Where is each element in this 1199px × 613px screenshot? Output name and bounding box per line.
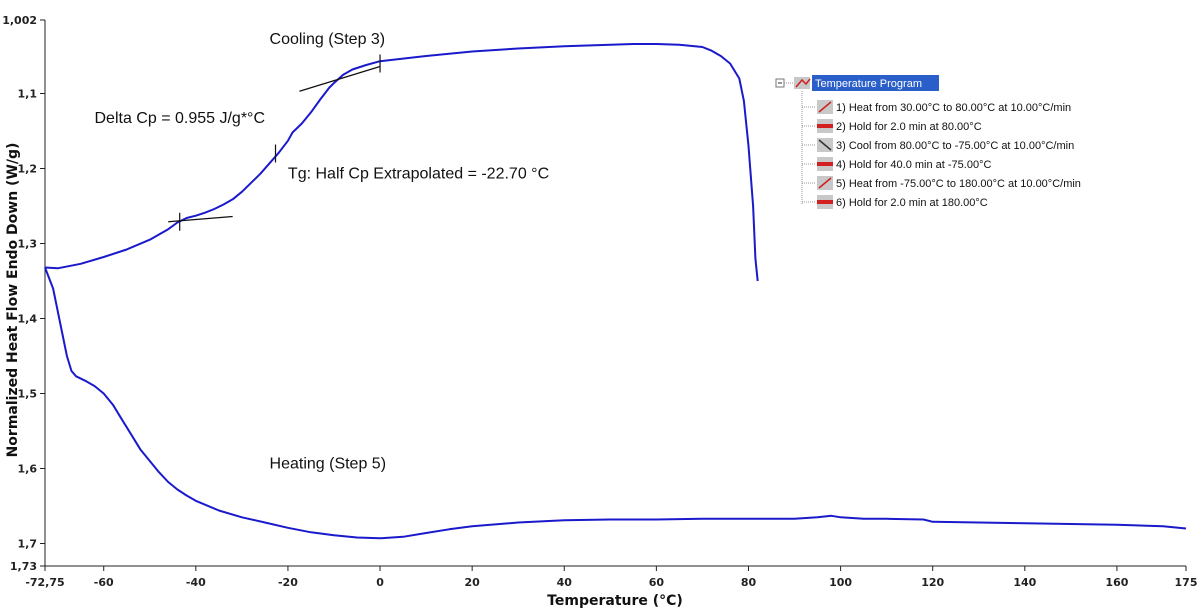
y-tick-label: 1,4: [18, 313, 38, 326]
hold-icon: [817, 162, 833, 166]
y-tick-label: 1,3: [18, 238, 38, 251]
x-tick-label: 0: [376, 576, 384, 589]
x-tick-label: -40: [186, 576, 206, 589]
hold-icon: [817, 200, 833, 204]
y-axis-title: Normalized Heat Flow Endo Down (W/g): [5, 143, 21, 458]
x-tick-label: -60: [94, 576, 114, 589]
x-tick-label: 175: [1175, 576, 1198, 589]
y-tick-label: 1,1: [18, 88, 38, 101]
series-line-cooling: [44, 43, 759, 282]
x-axis-title: Temperature (°C): [547, 593, 683, 609]
x-tick-label: 40: [557, 576, 573, 589]
x-tick-label: -72,75: [25, 576, 64, 589]
annotation-layer: Cooling (Step 3) Delta Cp = 0.955 J/g*°C T…: [95, 31, 550, 473]
x-tick-label: 20: [464, 576, 480, 589]
annotation-label: Cooling (Step 3): [270, 31, 386, 48]
tangent-line: [299, 65, 381, 92]
temperature-program-tree: Temperature Program 1) Heat from 30.00°C…: [775, 75, 1081, 209]
series-line-heating: [44, 267, 1187, 540]
y-tick-label: 1,6: [18, 463, 38, 476]
program-root-icon: [795, 78, 811, 88]
axes: [44, 20, 1186, 567]
y-tick-label: 1,5: [18, 388, 38, 401]
tree-root-highlight[interactable]: [812, 75, 939, 91]
x-tick-label: 120: [921, 576, 944, 589]
y-tick-label: 1,73: [10, 560, 37, 573]
tangent-layer: [168, 65, 381, 223]
annotation-label: Heating (Step 5): [270, 456, 387, 473]
tree-steps: 1) Heat from 30.00°C to 80.00°C at 10.00…: [802, 100, 1081, 209]
annotation-label: Delta Cp = 0.955 J/g*°C: [95, 110, 266, 127]
ramp-up-icon: [818, 177, 832, 189]
y-tick-label: 1,2: [18, 163, 38, 176]
program-step-label[interactable]: 6) Hold for 2.0 min at 180.00°C: [836, 197, 988, 209]
x-tick-label: 160: [1105, 576, 1128, 589]
annotation-label: Tg: Half Cp Extrapolated = -22.70 °C: [288, 165, 549, 182]
tree-root-icon-bg: [794, 77, 810, 89]
ramp-down-icon: [818, 139, 832, 151]
y-ticks: 1,002 1,1 1,2 1,3 1,4 1,5 1,6 1,7 1,73: [2, 14, 45, 573]
x-ticks: -72,75 -60 -40 -20 0 20 40 60 80 100 120 140 160 175: [25, 566, 1197, 589]
program-step-label[interactable]: 5) Heat from -75.00°C to 180.00°C at 10.…: [836, 178, 1081, 190]
program-step-label[interactable]: 2) Hold for 2.0 min at 80.00°C: [836, 121, 982, 133]
x-tick-label: 140: [1013, 576, 1036, 589]
x-tick-label: 60: [649, 576, 665, 589]
marker-layer: [179, 54, 381, 231]
x-tick-label: 80: [741, 576, 757, 589]
y-tick-label: 1,7: [18, 538, 38, 551]
program-step-label[interactable]: 3) Cool from 80.00°C to -75.00°C at 10.0…: [836, 140, 1074, 152]
tree-root-label[interactable]: Temperature Program: [815, 78, 922, 90]
ramp-up-icon: [818, 101, 832, 113]
x-tick-label: -20: [278, 576, 298, 589]
hold-icon: [817, 124, 833, 128]
x-tick-label: 100: [829, 576, 852, 589]
series-layer: [44, 43, 1187, 540]
tangent-line: [168, 215, 233, 223]
program-step-label[interactable]: 1) Heat from 30.00°C to 80.00°C at 10.00…: [836, 102, 1071, 114]
program-step-label[interactable]: 4) Hold for 40.0 min at -75.00°C: [836, 159, 991, 171]
y-tick-label: 1,002: [2, 14, 37, 27]
